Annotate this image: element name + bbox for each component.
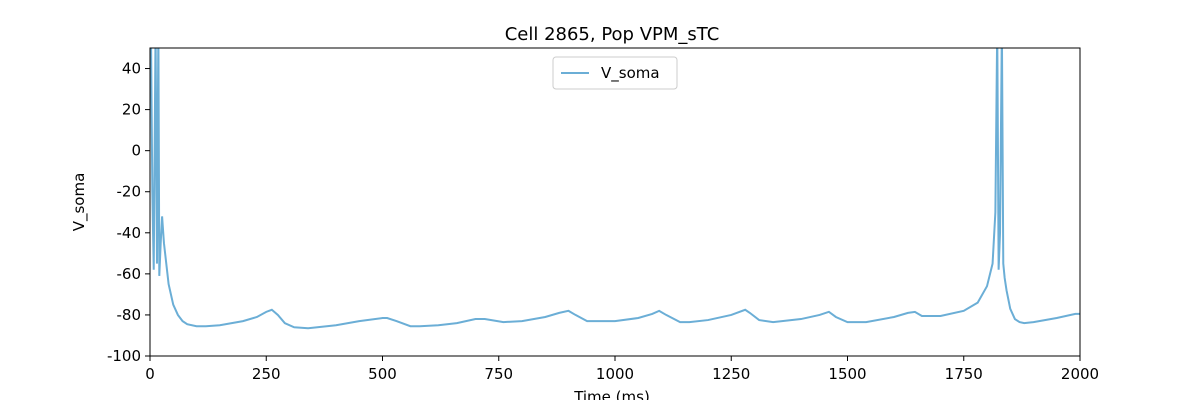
y-axis-label: V_soma [70,173,89,232]
x-tick-label: 250 [252,365,281,383]
x-tick-label: 500 [368,365,397,383]
chart-title: Cell 2865, Pop VPM_sTC [505,24,720,45]
x-tick-label: 0 [145,365,155,383]
x-tick-label: 1250 [712,365,750,383]
y-tick-label: -40 [117,224,142,242]
legend-box [552,56,678,90]
y-tick-label: 0 [131,142,141,160]
x-tick-label: 1750 [945,365,983,383]
x-tick-label: 750 [484,365,513,383]
x-axis-label: Time (ms) [573,388,650,400]
y-tick-label: -100 [107,347,141,365]
x-tick-label: 2000 [1061,365,1099,383]
data-line [150,48,1080,330]
x-tick-label: 1500 [828,365,866,383]
y-tick-label: -80 [117,306,142,324]
axes-frame [149,47,1081,357]
legend-label: V_soma [601,64,660,83]
x-tick-label: 1000 [596,365,634,383]
y-tick-label: -20 [117,183,142,201]
y-tick-label: -60 [117,265,142,283]
y-tick-label: 40 [122,60,141,78]
plot-area [150,48,1080,330]
y-tick-label: 20 [122,101,141,119]
